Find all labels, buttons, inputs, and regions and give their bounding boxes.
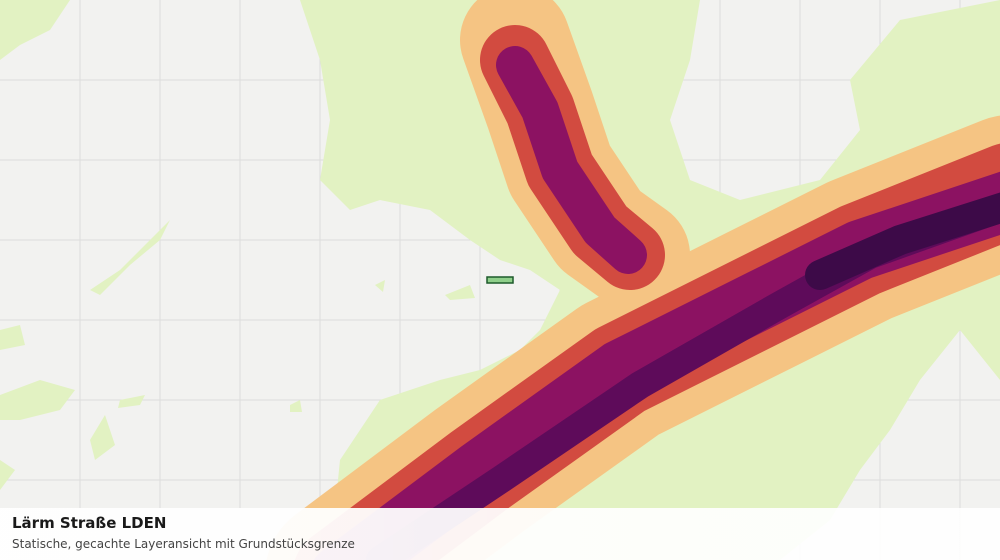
property-boundary — [486, 276, 514, 284]
noise-bands — [266, 0, 1000, 560]
caption-title: Lärm Straße LDEN — [12, 514, 167, 532]
caption-subtitle: Statische, gecachte Layeransicht mit Gru… — [12, 537, 355, 551]
caption: Lärm Straße LDEN Statische, gecachte Lay… — [0, 508, 1000, 560]
